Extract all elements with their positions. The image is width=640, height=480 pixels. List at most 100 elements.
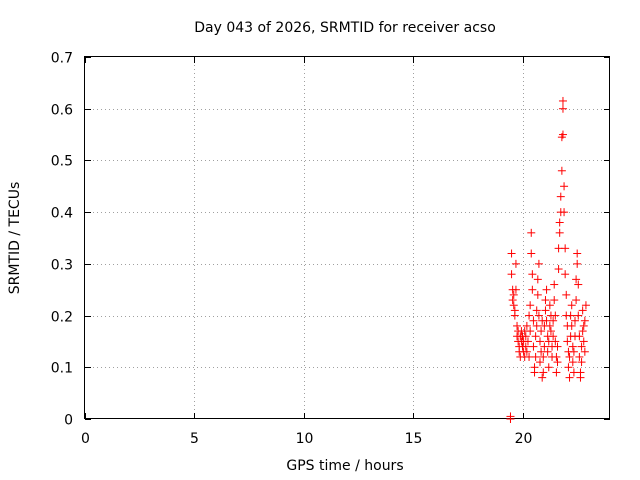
data-point [526, 327, 535, 336]
data-point [571, 316, 579, 325]
data-point [541, 306, 550, 315]
data-points [506, 96, 590, 423]
data-point [507, 270, 516, 279]
data-point [567, 321, 576, 330]
data-point [528, 285, 537, 294]
data-point [550, 280, 559, 289]
data-point [562, 290, 571, 299]
data-point [531, 352, 540, 361]
data-point [521, 342, 530, 351]
data-point [509, 301, 518, 310]
data-point [558, 130, 567, 139]
data-point [509, 290, 518, 299]
data-point [531, 332, 540, 341]
data-point [558, 96, 567, 105]
data-point [551, 337, 560, 346]
data-point [558, 104, 567, 113]
plot-frame [84, 56, 610, 419]
data-point [552, 352, 561, 361]
data-point [539, 352, 548, 361]
data-point [576, 373, 585, 382]
y-tick-label: 0.1 [51, 361, 73, 377]
data-point [561, 244, 570, 253]
data-point [534, 311, 543, 320]
data-point [580, 316, 589, 325]
data-point [523, 337, 532, 346]
data-point [552, 368, 561, 377]
data-point [511, 259, 520, 268]
data-point [553, 358, 562, 367]
x-axis-ticks: 0 5 10 15 20 [81, 57, 532, 447]
y-tick-label: 0.5 [51, 154, 73, 170]
data-point [534, 259, 543, 268]
y-tick-label: 0.6 [51, 103, 73, 119]
x-tick-label: 5 [190, 431, 199, 447]
data-point [579, 337, 588, 346]
data-point [553, 342, 562, 351]
data-point [529, 316, 538, 325]
data-point [550, 296, 559, 305]
x-tick-label: 10 [296, 431, 314, 447]
data-point [522, 347, 531, 356]
data-point [569, 347, 578, 356]
data-point [507, 249, 516, 258]
data-point [577, 342, 586, 351]
data-point [542, 285, 551, 294]
data-point [566, 311, 575, 320]
data-point [536, 337, 544, 346]
data-point [573, 259, 582, 268]
data-point [506, 412, 515, 421]
data-point [528, 270, 537, 279]
data-point [536, 358, 544, 367]
data-point [575, 352, 584, 361]
data-point [529, 342, 538, 351]
x-tick-label: 15 [405, 431, 423, 447]
data-point [526, 301, 535, 310]
data-point [545, 321, 554, 330]
data-point [544, 363, 553, 372]
data-point [574, 280, 583, 289]
data-point [533, 275, 542, 284]
data-point [510, 311, 519, 320]
data-point [522, 321, 531, 330]
y-axis-label: SRMTID / TECUs [7, 182, 23, 295]
data-point [565, 373, 574, 382]
data-point [564, 363, 573, 372]
data-point [578, 306, 587, 315]
y-tick-label: 0 [64, 413, 73, 429]
data-point [530, 368, 539, 377]
data-point [578, 327, 587, 336]
data-point [565, 352, 574, 361]
data-point [580, 347, 589, 356]
data-point [551, 311, 560, 320]
data-point [577, 358, 586, 367]
data-point [572, 275, 581, 284]
data-point [541, 296, 550, 305]
data-point [557, 166, 566, 175]
data-point [525, 311, 534, 320]
data-point [560, 182, 569, 191]
data-point [549, 332, 558, 341]
y-axis-ticks: 0 0.1 0.2 0.3 0.4 0.5 0.6 0.7 [51, 51, 610, 429]
data-point [560, 208, 569, 217]
data-point [568, 358, 577, 367]
y-tick-label: 0.3 [51, 258, 73, 274]
data-point [555, 228, 564, 237]
y-tick-label: 0.2 [51, 310, 73, 326]
data-point [538, 373, 547, 382]
data-point [549, 316, 558, 325]
data-point [546, 327, 555, 336]
data-point [511, 285, 520, 294]
data-point [568, 342, 577, 351]
y-tick-label: 0.4 [51, 206, 73, 222]
data-point [537, 327, 546, 336]
data-point [556, 192, 565, 201]
data-point [581, 301, 590, 310]
x-tick-label: 0 [81, 431, 90, 447]
data-point [540, 342, 549, 351]
data-point [533, 290, 542, 299]
x-axis-label: GPS time / hours [286, 458, 403, 474]
data-point [554, 265, 563, 274]
data-point [555, 218, 564, 227]
